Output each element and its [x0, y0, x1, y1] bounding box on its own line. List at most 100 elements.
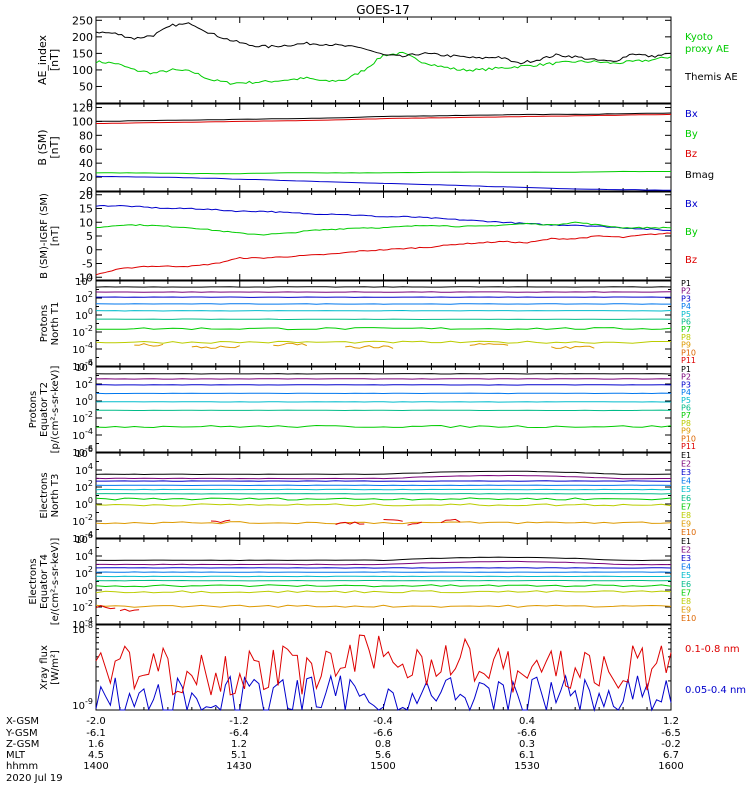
y-tick-label: -5	[82, 258, 93, 271]
y-axis-label: [nT]	[48, 49, 61, 71]
series-line-1	[95, 170, 671, 175]
y-tick-label: 50	[79, 80, 93, 93]
flux-fragment	[335, 521, 365, 525]
legend-entry: E8	[681, 597, 691, 606]
plot-title: GOES-17	[356, 3, 410, 17]
y-axis-label: Electrons	[28, 558, 39, 604]
legend-entry: P10	[681, 348, 696, 357]
legend-entry: Themis AE	[684, 72, 738, 83]
y-tick-label: 104	[75, 548, 93, 563]
legend-entry: E10	[681, 614, 696, 623]
y-axis-label: North T1	[50, 302, 61, 346]
y-tick-label: 0	[86, 97, 93, 110]
y-tick-label: 10-2	[72, 410, 93, 425]
flux-line-0	[95, 556, 672, 562]
legend-entry: proxy AE	[685, 44, 729, 55]
y-tick-label: 100	[72, 115, 93, 128]
y-tick-label: 100	[75, 496, 93, 511]
y-tick-label: 250	[72, 14, 93, 27]
legend-entry: E3	[681, 554, 691, 563]
ephemeris-value: -6.1	[86, 728, 106, 739]
y-axis-label: B (SM)-IGRF (SM)	[39, 193, 50, 279]
y-tick-label: 60	[79, 143, 93, 156]
legend-entry: P5	[681, 396, 691, 405]
flux-fragment	[551, 345, 595, 350]
legend-entry: P3	[681, 294, 691, 303]
ephemeris-value: 6.1	[519, 750, 535, 761]
y-axis-label: Protons	[39, 305, 50, 342]
ephemeris-value: 1.2	[231, 739, 247, 750]
legend-entry: P4	[681, 388, 691, 397]
legend-entry: Bx	[685, 199, 698, 210]
ephemeris-value: 1400	[83, 761, 108, 772]
y-tick-label: -10	[75, 271, 93, 284]
legend-entry: P1	[681, 365, 691, 374]
y-axis-label: [e/(cm²-s-sr-keV)]	[50, 538, 61, 626]
y-axis-label: Protons	[28, 391, 39, 428]
series-line-0	[95, 51, 672, 85]
legend-entry: P7	[681, 411, 691, 420]
ephemeris-value: -0.2	[661, 739, 681, 750]
flux-line-5	[96, 318, 672, 321]
flux-fragment	[469, 343, 509, 346]
legend-entry: P2	[681, 287, 691, 296]
flux-fragment	[345, 345, 394, 349]
flux-line-1	[95, 291, 672, 293]
flux-line-3	[95, 392, 672, 395]
y-tick-label: 40	[79, 157, 93, 170]
flux-fragment	[95, 605, 116, 610]
legend-entry: By	[685, 227, 698, 238]
panel-frame	[95, 538, 672, 625]
legend-entry: Bx	[685, 109, 698, 120]
legend-entry: Bz	[685, 149, 697, 160]
legend-entry: P7	[681, 325, 691, 334]
legend-entry: P3	[681, 380, 691, 389]
y-tick-label: 150	[72, 47, 93, 60]
series-line-0	[95, 204, 672, 231]
legend-entry: E4	[681, 563, 691, 572]
y-tick-label: 15	[79, 203, 93, 216]
flux-line-6	[95, 497, 672, 501]
ephemeris-value: -6.6	[373, 728, 393, 739]
panel-frame	[95, 16, 672, 104]
y-tick-label: 104	[75, 462, 93, 477]
ephemeris-value: 1.2	[663, 716, 679, 727]
legend-entry: P9	[681, 341, 691, 350]
flux-line-5	[96, 409, 672, 412]
legend-entry: E10	[681, 528, 696, 537]
y-axis-label: Equator T2	[39, 382, 50, 437]
y-tick-label: 10-2	[72, 324, 93, 339]
legend-entry: E3	[681, 468, 691, 477]
flux-line-1	[96, 560, 672, 566]
legend-entry: 0.1-0.8 nm	[685, 644, 740, 655]
y-tick-label: 10	[79, 216, 93, 229]
ephemeris-value: 1430	[226, 761, 251, 772]
flux-line-7	[95, 503, 672, 507]
legend-entry: P5	[681, 310, 691, 319]
flux-line-7	[95, 590, 672, 594]
flux-line-3	[95, 303, 671, 305]
ephemeris-value: 4.5	[88, 750, 104, 761]
series-line-3	[95, 112, 672, 122]
y-tick-label: 100	[75, 307, 93, 322]
panel-frame	[95, 624, 672, 711]
y-tick-label: 120	[72, 101, 93, 114]
flux-line-4	[95, 309, 672, 312]
ephemeris-value: -6.6	[517, 728, 537, 739]
flux-fragment	[191, 345, 240, 349]
legend-entry: E2	[681, 546, 691, 555]
ephemeris-row-label: X-GSM	[6, 716, 39, 727]
flux-line-6	[95, 584, 672, 588]
y-tick-label: 80	[79, 129, 93, 142]
y-tick-label: 200	[72, 31, 93, 44]
legend-entry: E2	[681, 460, 691, 469]
legend-entry: E6	[681, 580, 691, 589]
y-tick-label: 0	[86, 185, 93, 198]
panel-frame	[95, 280, 672, 367]
flux-line-6	[95, 424, 672, 429]
series-line-2	[95, 232, 672, 276]
